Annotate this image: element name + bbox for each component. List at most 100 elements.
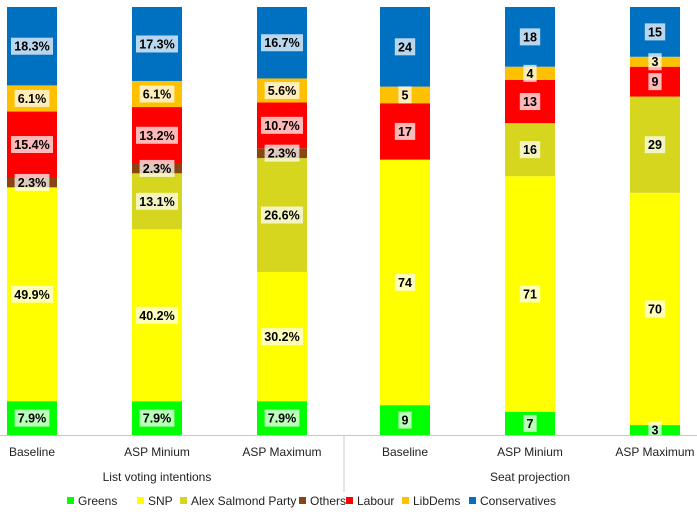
data-label-bg-libdems-6 — [648, 53, 662, 71]
data-label-libdems-6: 3 — [652, 55, 659, 69]
data-label-others-3: 2.3% — [268, 147, 297, 161]
legend-swatch-labour — [346, 497, 353, 504]
data-label-bg-libdems-4 — [398, 86, 412, 104]
data-label-bg-labour-1 — [11, 136, 53, 154]
legend-label-others: Others — [310, 494, 346, 508]
data-label-bg-libdems-3 — [264, 81, 300, 99]
data-label-bg-labour-3 — [261, 116, 303, 134]
data-label-snp-4: 74 — [398, 276, 412, 290]
data-label-greens-1: 7.9% — [18, 412, 47, 426]
data-label-greens-6: 3 — [652, 424, 659, 438]
data-label-conservatives-5: 18 — [523, 30, 537, 44]
data-label-bg-greens-4 — [398, 411, 412, 429]
data-label-bg-libdems-1 — [14, 89, 50, 107]
x-axis: Baseline ASP Minium ASP Maximum Baseline ASP… — [0, 435, 697, 492]
data-label-snp-2: 40.2% — [139, 309, 174, 323]
x-group-label-2: Seat projection — [490, 470, 570, 484]
data-label-bg-greens-6 — [648, 421, 662, 439]
data-label-snp-5: 71 — [523, 287, 537, 301]
legend-label-libdems: LibDems — [413, 494, 460, 508]
data-label-bg-libdems-2 — [139, 85, 175, 103]
data-label-bg-greens-3 — [264, 409, 300, 427]
data-label-bg-greens-1 — [14, 409, 50, 427]
x-tick-label-5: ASP Minium — [497, 445, 563, 459]
data-label-snp-1: 49.9% — [14, 288, 49, 302]
data-label-conservatives-6: 15 — [648, 25, 662, 39]
legend-swatch-snp — [137, 497, 144, 504]
data-label-snp-3: 30.2% — [264, 330, 299, 344]
data-label-bg-conservatives-4 — [394, 38, 416, 56]
data-labels-layer: 7.9% 49.9% 2.3% 15.4% 6.1% 18.3% 7.9% 40.2% 13.1… — [11, 23, 666, 439]
data-label-labour-3: 10.7% — [264, 119, 299, 133]
data-label-greens-5: 7 — [527, 417, 534, 431]
legend-swatch-others — [299, 497, 306, 504]
data-label-bg-others-3 — [264, 144, 300, 162]
data-label-bg-snp-2 — [136, 306, 178, 324]
data-label-labour-2: 13.2% — [139, 129, 174, 143]
legend-label-snp: SNP — [148, 494, 173, 508]
x-tick-label-6: ASP Maximum — [615, 445, 694, 459]
data-label-bg-others-2 — [139, 159, 175, 177]
data-label-libdems-4: 5 — [402, 88, 409, 102]
legend-label-conservatives: Conservatives — [480, 494, 556, 508]
data-label-bg-alex-salmond-party-3 — [261, 206, 303, 224]
data-label-bg-snp-6 — [644, 300, 666, 318]
data-label-bg-labour-5 — [519, 93, 541, 111]
data-label-bg-snp-4 — [394, 273, 416, 291]
data-label-bg-alex-salmond-party-6 — [644, 136, 666, 154]
data-label-bg-conservatives-1 — [11, 37, 53, 55]
data-label-snp-6: 70 — [648, 302, 662, 316]
data-label-bg-snp-3 — [261, 328, 303, 346]
data-label-greens-3: 7.9% — [268, 412, 297, 426]
data-label-conservatives-1: 18.3% — [14, 40, 49, 54]
legend-swatch-alex-salmond-party — [180, 497, 187, 504]
x-tick-label-4: Baseline — [382, 445, 428, 459]
data-label-alex-salmond-party-5: 16 — [523, 143, 537, 157]
x-tick-label-3: ASP Maximum — [242, 445, 321, 459]
legend-swatch-libdems — [402, 497, 409, 504]
data-label-labour-6: 9 — [652, 75, 659, 89]
legend-label-greens: Greens — [78, 494, 117, 508]
data-label-alex-salmond-party-2: 13.1% — [139, 195, 174, 209]
data-label-bg-labour-4 — [394, 122, 416, 140]
data-label-conservatives-3: 16.7% — [264, 36, 299, 50]
data-label-bg-snp-5 — [519, 285, 541, 303]
data-label-bg-greens-2 — [139, 409, 175, 427]
data-label-greens-2: 7.9% — [143, 412, 172, 426]
x-group-label-1: List voting intentions — [103, 470, 212, 484]
data-label-libdems-3: 5.6% — [268, 84, 297, 98]
data-label-labour-5: 13 — [523, 95, 537, 109]
data-label-bg-conservatives-2 — [136, 35, 178, 53]
data-label-conservatives-4: 24 — [398, 40, 412, 54]
legend-swatch-greens — [67, 497, 74, 504]
legend-swatch-conservatives — [469, 497, 476, 504]
data-label-libdems-5: 4 — [527, 67, 534, 81]
data-label-alex-salmond-party-6: 29 — [648, 138, 662, 152]
data-label-bg-others-1 — [14, 173, 50, 191]
data-label-bg-conservatives-6 — [644, 23, 666, 41]
x-tick-label-2: ASP Minium — [124, 445, 190, 459]
x-tick-label-1: Baseline — [9, 445, 55, 459]
data-label-labour-4: 17 — [398, 125, 412, 139]
data-label-bg-alex-salmond-party-2 — [136, 192, 178, 210]
legend-label-alex-salmond-party: Alex Salmond Party — [191, 494, 296, 508]
data-label-bg-libdems-5 — [523, 64, 537, 82]
data-label-others-1: 2.3% — [18, 176, 47, 190]
data-label-conservatives-2: 17.3% — [139, 37, 174, 51]
data-label-alex-salmond-party-3: 26.6% — [264, 209, 299, 223]
data-label-bg-conservatives-5 — [519, 28, 541, 46]
data-label-others-2: 2.3% — [143, 162, 172, 176]
data-label-libdems-2: 6.1% — [143, 88, 172, 102]
data-label-greens-4: 9 — [402, 414, 409, 428]
data-label-bg-alex-salmond-party-5 — [519, 141, 541, 159]
data-label-bg-snp-1 — [11, 285, 53, 303]
data-label-bg-labour-2 — [136, 126, 178, 144]
data-label-bg-greens-5 — [523, 414, 537, 432]
bars-layer — [7, 7, 680, 435]
legend: Greens SNP Alex Salmond Party Others Labour L… — [67, 494, 556, 508]
data-label-libdems-1: 6.1% — [18, 92, 47, 106]
legend-label-labour: Labour — [357, 494, 394, 508]
data-label-bg-conservatives-3 — [261, 34, 303, 52]
